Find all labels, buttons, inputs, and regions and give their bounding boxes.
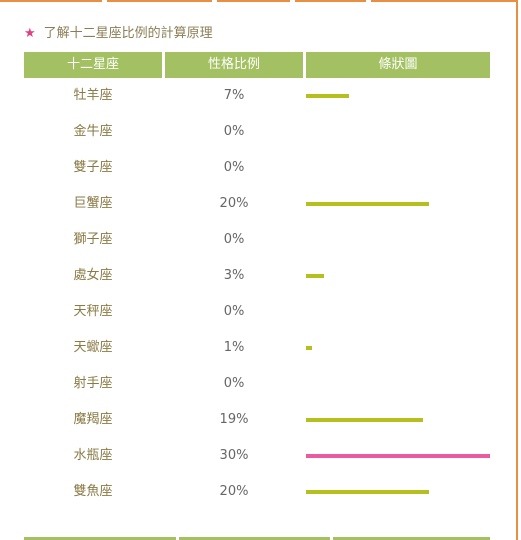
- sign-percent: 0%: [223, 124, 245, 139]
- top-rule-gap: [212, 0, 217, 2]
- footer-bar: [333, 537, 490, 540]
- table-row: 水瓶座 30%: [24, 438, 490, 474]
- header-percent: 性格比例: [165, 52, 303, 78]
- sign-percent: 1%: [223, 340, 245, 355]
- table-row: 金牛座 0%: [24, 114, 490, 150]
- table-row: 魔羯座 19%: [24, 402, 490, 438]
- bar-cell: [306, 474, 490, 510]
- sign-name: 雙魚座: [73, 484, 113, 499]
- sign-percent: 19%: [219, 412, 249, 427]
- table-header: 十二星座 性格比例 條狀圖: [24, 52, 490, 78]
- sign-name: 牡羊座: [73, 88, 113, 103]
- sign-percent: 30%: [219, 448, 249, 463]
- percent-bar: [306, 346, 312, 350]
- sign-name: 雙子座: [73, 160, 113, 175]
- bar-cell: [306, 294, 490, 330]
- sign-name: 金牛座: [73, 124, 113, 139]
- sign-name: 水瓶座: [73, 448, 113, 463]
- table-row: 牡羊座 7%: [24, 78, 490, 114]
- sign-name: 獅子座: [73, 232, 113, 247]
- footer-bar: [24, 537, 176, 540]
- table-row: 天秤座 0%: [24, 294, 490, 330]
- table-row: 巨蟹座 20%: [24, 186, 490, 222]
- bar-cell: [306, 330, 490, 366]
- bar-cell: [306, 258, 490, 294]
- table-row: 獅子座 0%: [24, 222, 490, 258]
- footer-bar: [179, 537, 330, 540]
- table-body: 牡羊座 7% 金牛座 0% 雙子座 0% 巨蟹座 20% 獅子座 0% 處女座 3% 天秤座 0% 天蠍座 1…: [24, 78, 490, 510]
- bar-cell: [306, 186, 490, 222]
- header-sign: 十二星座: [24, 52, 162, 78]
- bar-cell: [306, 150, 490, 186]
- top-rule: [0, 0, 516, 2]
- section-title-text: 了解十二星座比例的計算原理: [43, 26, 213, 41]
- sign-percent: 0%: [223, 232, 245, 247]
- top-rule-gap: [366, 0, 371, 2]
- top-rule-gap: [102, 0, 107, 2]
- percent-bar: [306, 418, 423, 422]
- sign-percent: 20%: [219, 196, 249, 211]
- table-row: 天蠍座 1%: [24, 330, 490, 366]
- sign-percent: 7%: [223, 88, 245, 103]
- table-row: 雙魚座 20%: [24, 474, 490, 510]
- section-title: ★ 了解十二星座比例的計算原理: [24, 24, 213, 44]
- percent-bar: [306, 274, 324, 278]
- percent-bar: [306, 454, 490, 458]
- sign-name: 射手座: [73, 376, 113, 391]
- sign-percent: 0%: [223, 304, 245, 319]
- bar-cell: [306, 438, 490, 474]
- bar-cell: [306, 222, 490, 258]
- bar-cell: [306, 114, 490, 150]
- table-row: 雙子座 0%: [24, 150, 490, 186]
- bar-cell: [306, 366, 490, 402]
- sign-percent: 0%: [223, 160, 245, 175]
- sign-name: 天秤座: [73, 304, 113, 319]
- header-bar-chart: 條狀圖: [306, 52, 490, 78]
- percent-bar: [306, 490, 429, 494]
- percent-bar: [306, 94, 349, 98]
- bar-cell: [306, 402, 490, 438]
- table-row: 處女座 3%: [24, 258, 490, 294]
- zodiac-table: 十二星座 性格比例 條狀圖 牡羊座 7% 金牛座 0% 雙子座 0% 巨蟹座 20% 獅子座 0%…: [24, 52, 490, 510]
- star-icon: ★: [24, 26, 36, 41]
- sign-percent: 0%: [223, 376, 245, 391]
- table-row: 射手座 0%: [24, 366, 490, 402]
- bar-cell: [306, 78, 490, 114]
- sign-percent: 20%: [219, 484, 249, 499]
- sign-name: 處女座: [73, 268, 113, 283]
- percent-bar: [306, 202, 429, 206]
- sign-name: 魔羯座: [73, 412, 113, 427]
- sign-name: 天蠍座: [73, 340, 113, 355]
- sign-percent: 3%: [223, 268, 245, 283]
- sign-name: 巨蟹座: [73, 196, 113, 211]
- top-rule-gap: [290, 0, 295, 2]
